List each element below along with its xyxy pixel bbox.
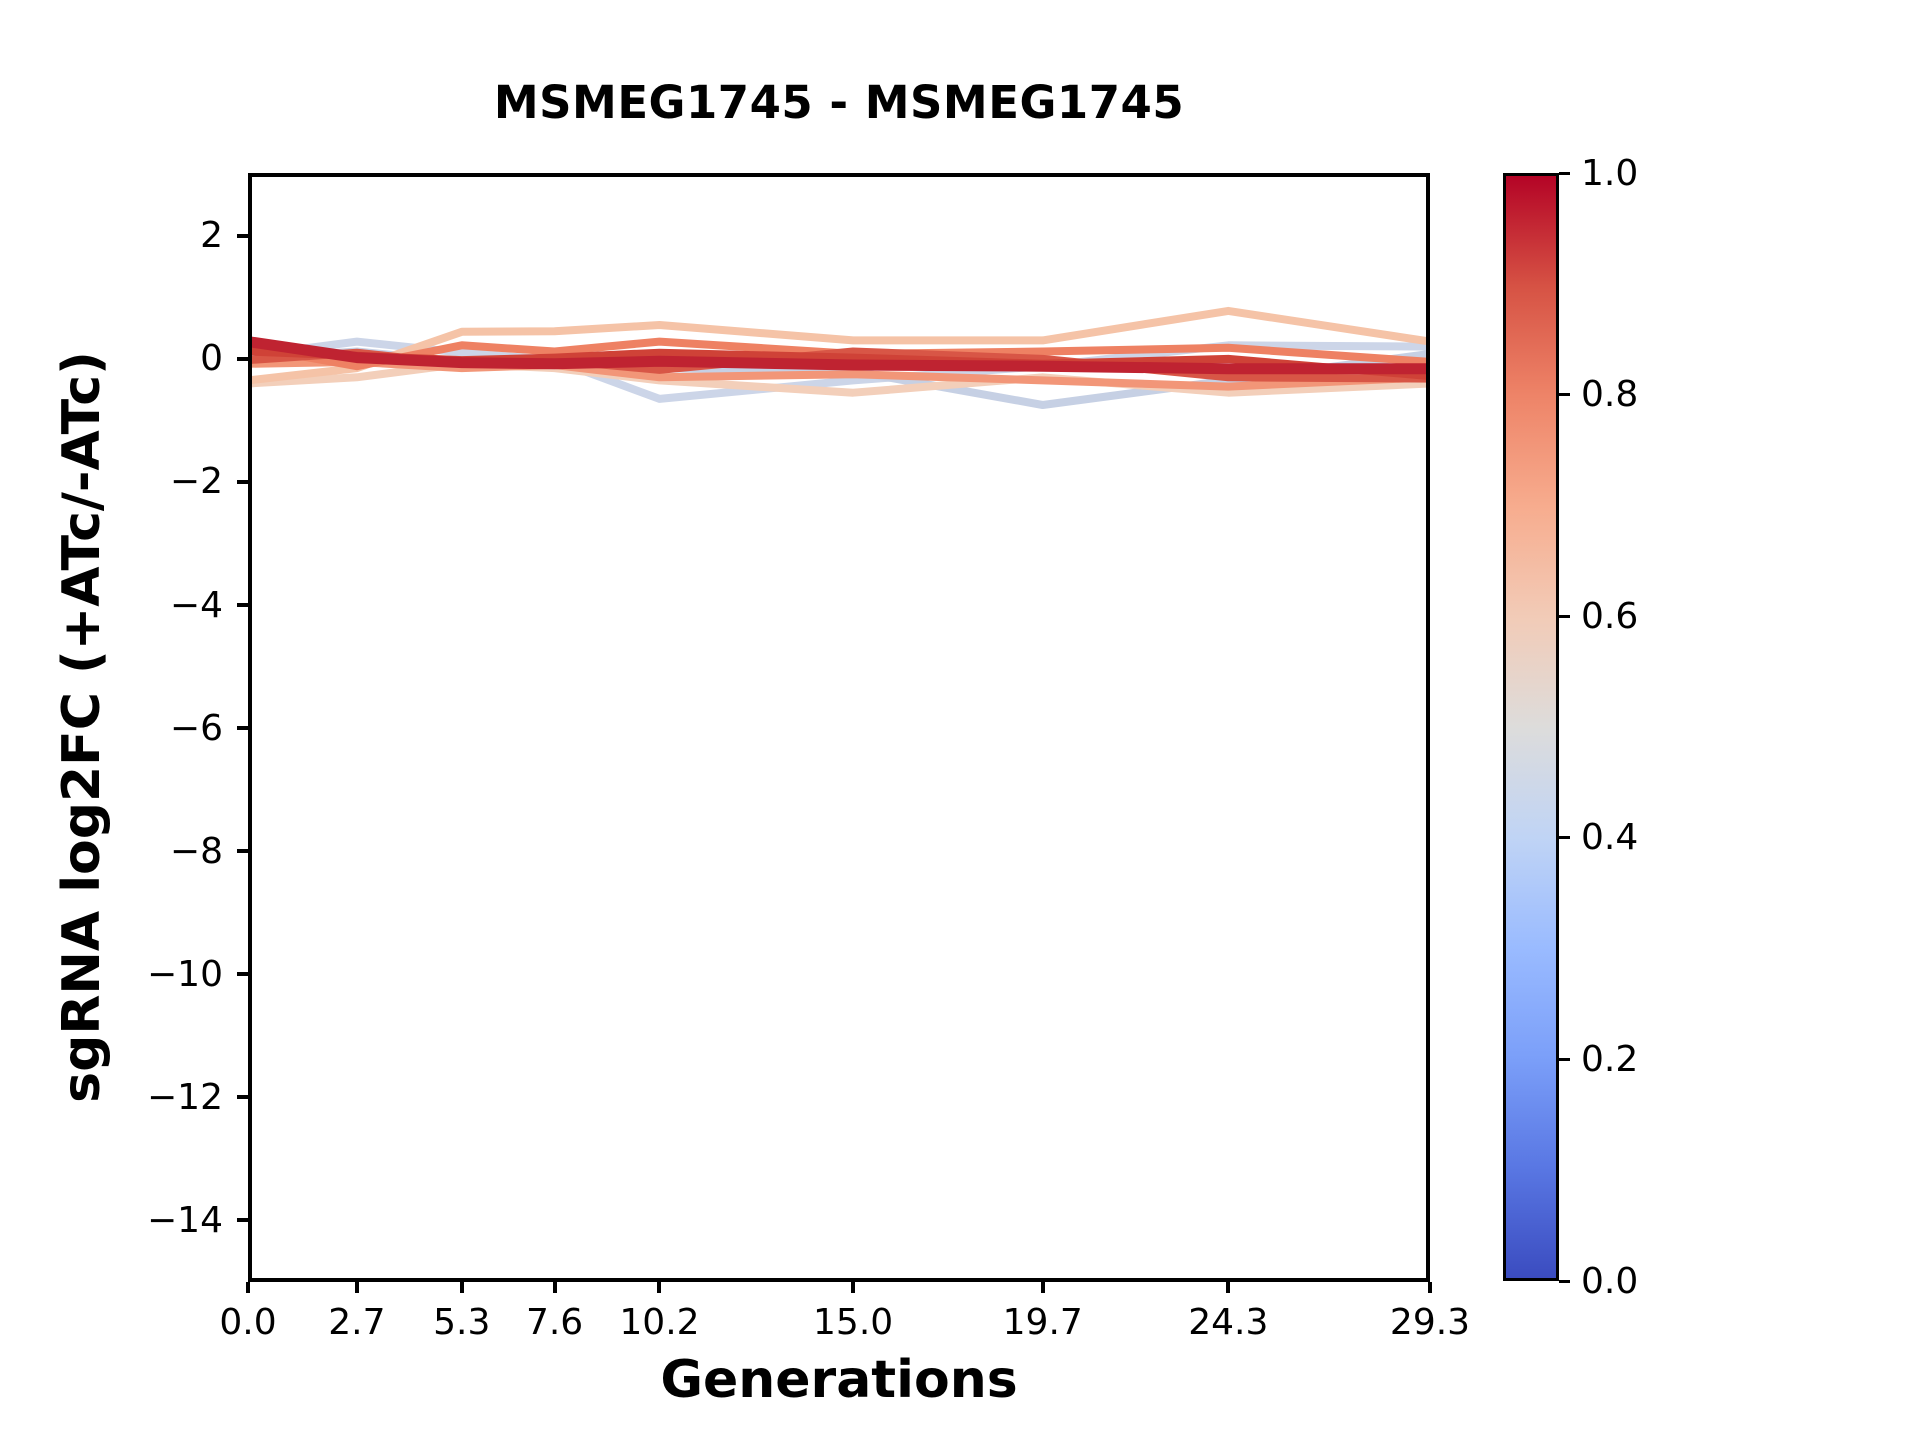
colorbar-tick bbox=[1559, 1279, 1570, 1283]
colorbar-tick bbox=[1559, 171, 1570, 175]
colorbar-tick-label: 0.6 bbox=[1581, 595, 1639, 637]
colorbar bbox=[1503, 173, 1559, 1281]
y-tick bbox=[237, 603, 248, 608]
x-tick-label: 15.0 bbox=[813, 1301, 894, 1343]
y-tick-label: 0 bbox=[200, 338, 223, 380]
y-tick-label: −14 bbox=[147, 1199, 223, 1241]
colorbar-tick-label: 0.2 bbox=[1581, 1038, 1639, 1080]
y-tick-label: −6 bbox=[169, 707, 223, 749]
colorbar-tick-label: 0.0 bbox=[1581, 1260, 1639, 1302]
x-tick-label: 7.6 bbox=[525, 1301, 584, 1343]
x-tick bbox=[354, 1282, 359, 1293]
colorbar-tick bbox=[1559, 393, 1570, 397]
y-tick bbox=[237, 1095, 248, 1100]
y-tick-label: −12 bbox=[147, 1076, 223, 1118]
x-tick bbox=[657, 1282, 662, 1293]
colorbar-tick-label: 1.0 bbox=[1581, 152, 1639, 194]
colorbar-tick bbox=[1559, 836, 1570, 840]
x-tick-label: 24.3 bbox=[1188, 1301, 1269, 1343]
y-tick bbox=[237, 356, 248, 361]
axes-spines bbox=[248, 173, 1430, 1282]
x-tick-label: 0.0 bbox=[219, 1301, 277, 1343]
x-tick-label: 5.3 bbox=[433, 1301, 491, 1343]
y-tick bbox=[237, 1218, 248, 1223]
x-tick bbox=[1040, 1282, 1045, 1293]
y-tick bbox=[237, 972, 248, 977]
chart-title: MSMEG1745 - MSMEG1745 bbox=[493, 76, 1185, 129]
colorbar-tick-label: 0.4 bbox=[1581, 817, 1639, 859]
x-tick bbox=[459, 1282, 464, 1293]
x-tick bbox=[851, 1282, 856, 1293]
x-tick bbox=[552, 1282, 557, 1293]
y-tick-label: −4 bbox=[169, 584, 223, 626]
x-tick-label: 19.7 bbox=[1002, 1301, 1083, 1343]
y-tick-label: −8 bbox=[169, 830, 223, 872]
x-tick bbox=[1428, 1282, 1432, 1293]
y-tick bbox=[237, 849, 248, 854]
colorbar-tick bbox=[1559, 614, 1570, 618]
y-tick bbox=[237, 479, 248, 484]
plot-area bbox=[248, 173, 1430, 1282]
y-tick bbox=[237, 726, 248, 731]
x-tick-label: 2.7 bbox=[328, 1301, 386, 1343]
x-tick bbox=[1226, 1282, 1231, 1293]
x-tick-label: 10.2 bbox=[619, 1301, 700, 1343]
colorbar-tick-label: 0.8 bbox=[1581, 374, 1639, 416]
x-tick bbox=[246, 1282, 250, 1293]
y-tick-label: 2 bbox=[200, 215, 223, 257]
y-tick-label: −2 bbox=[169, 461, 223, 503]
y-tick bbox=[237, 233, 248, 238]
line-chart bbox=[248, 173, 1430, 1282]
x-axis-label: Generations bbox=[660, 1350, 1018, 1410]
colorbar-tick bbox=[1559, 1057, 1570, 1061]
x-tick-label: 29.3 bbox=[1389, 1301, 1471, 1343]
series-line-sgRNA-1 bbox=[248, 336, 1430, 375]
y-tick-label: −10 bbox=[147, 953, 223, 995]
